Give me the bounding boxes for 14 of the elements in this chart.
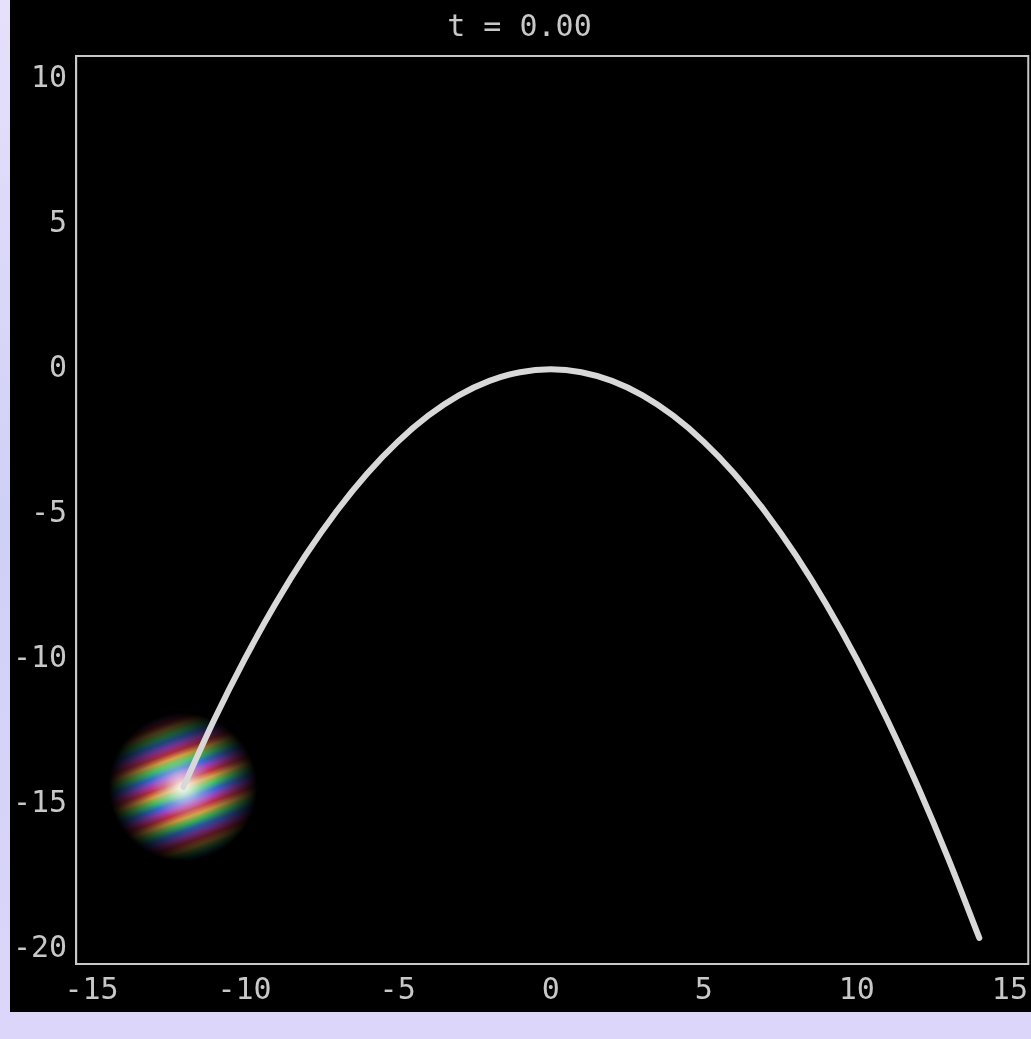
x-tick-label: 5 <box>694 970 713 1006</box>
x-tick-label: -5 <box>379 970 416 1006</box>
y-tick-label: -10 <box>13 639 68 675</box>
y-tick-label: -20 <box>13 929 68 965</box>
x-tick-label: 0 <box>541 970 560 1006</box>
x-tick-label: 15 <box>991 970 1028 1006</box>
y-tick-label: 0 <box>49 349 68 385</box>
y-tick-label: 5 <box>49 204 68 240</box>
chart-title: t = 0.00 <box>447 7 592 43</box>
y-tick-label: -15 <box>13 784 68 820</box>
y-tick-label: -5 <box>31 494 68 530</box>
y-tick-label: 10 <box>31 59 68 94</box>
x-tick-label: -10 <box>217 970 272 1006</box>
x-tick-label: 10 <box>838 970 875 1006</box>
